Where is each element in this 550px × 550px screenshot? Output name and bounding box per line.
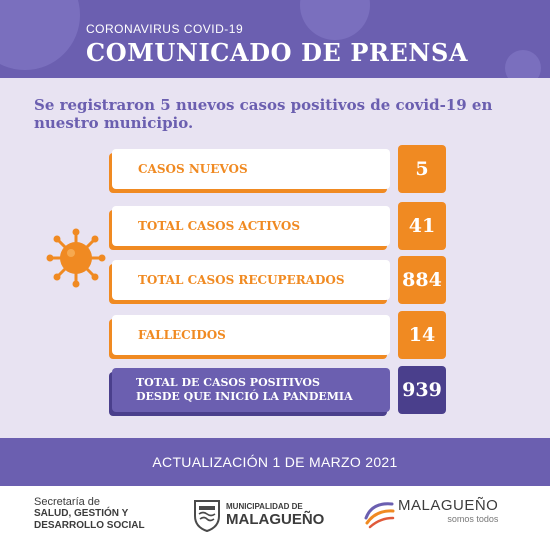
secretaria-line3: DESARROLLO SOCIAL — [34, 520, 145, 531]
stat-label: FALLECIDOS — [138, 328, 226, 342]
stat-label: CASOS NUEVOS — [138, 162, 248, 176]
malagueno-swirl-icon — [364, 502, 395, 529]
brand-name: MALAGUEÑO — [398, 497, 499, 514]
secretaria-line1: Secretaría de — [34, 496, 101, 508]
virus-background-icon — [505, 50, 541, 78]
virus-background-icon — [300, 0, 370, 40]
municipal-shield-icon — [194, 500, 220, 532]
total-label-line1: TOTAL DE CASOS POSITIVOS — [136, 376, 320, 389]
header-title: COMUNICADO DE PRENSA — [86, 38, 469, 67]
municipalidad-logo-text: MUNICIPALIDAD DE MALAGUEÑO — [226, 502, 324, 528]
stat-label-box: CASOS NUEVOS — [112, 149, 390, 189]
secretaria-logo-text: Secretaría de SALUD, GESTIÓN Y DESARROLL… — [34, 496, 145, 532]
header-band: CORONAVIRUS COVID-19 COMUNICADO DE PRENS… — [0, 0, 550, 78]
malagueno-brand-text: MALAGUEÑO somos todos — [398, 497, 499, 525]
virus-background-icon — [0, 0, 80, 70]
secretaria-line2: SALUD, GESTIÓN Y — [34, 508, 129, 519]
stat-label-box: TOTAL CASOS ACTIVOS — [112, 206, 390, 246]
total-label-box: TOTAL DE CASOS POSITIVOS DESDE QUE INICI… — [112, 368, 390, 412]
stat-value: 5 — [398, 145, 446, 193]
header-subtitle: CORONAVIRUS COVID-19 — [86, 22, 244, 36]
total-value: 939 — [398, 366, 446, 414]
brand-tagline: somos todos — [447, 514, 499, 524]
stat-value: 14 — [398, 311, 446, 359]
total-label-line2: DESDE QUE INICIÓ LA PANDEMIA — [136, 390, 353, 403]
municipalidad-line1: MUNICIPALIDAD DE — [226, 502, 303, 511]
update-date-banner: ACTUALIZACIÓN 1 DE MARZO 2021 — [0, 438, 550, 486]
stat-label: TOTAL CASOS ACTIVOS — [138, 219, 301, 233]
intro-text: Se registraron 5 nuevos casos positivos … — [34, 96, 493, 132]
stat-value: 41 — [398, 202, 446, 250]
coronavirus-icon — [46, 228, 106, 288]
total-label: TOTAL DE CASOS POSITIVOS DESDE QUE INICI… — [136, 376, 353, 404]
stat-label: TOTAL CASOS RECUPERADOS — [138, 273, 345, 287]
footer: Secretaría de SALUD, GESTIÓN Y DESARROLL… — [0, 486, 550, 550]
stat-label-box: FALLECIDOS — [112, 315, 390, 355]
stat-value: 884 — [398, 256, 446, 304]
municipalidad-line2: MALAGUEÑO — [226, 511, 325, 528]
stat-label-box: TOTAL CASOS RECUPERADOS — [112, 260, 390, 300]
